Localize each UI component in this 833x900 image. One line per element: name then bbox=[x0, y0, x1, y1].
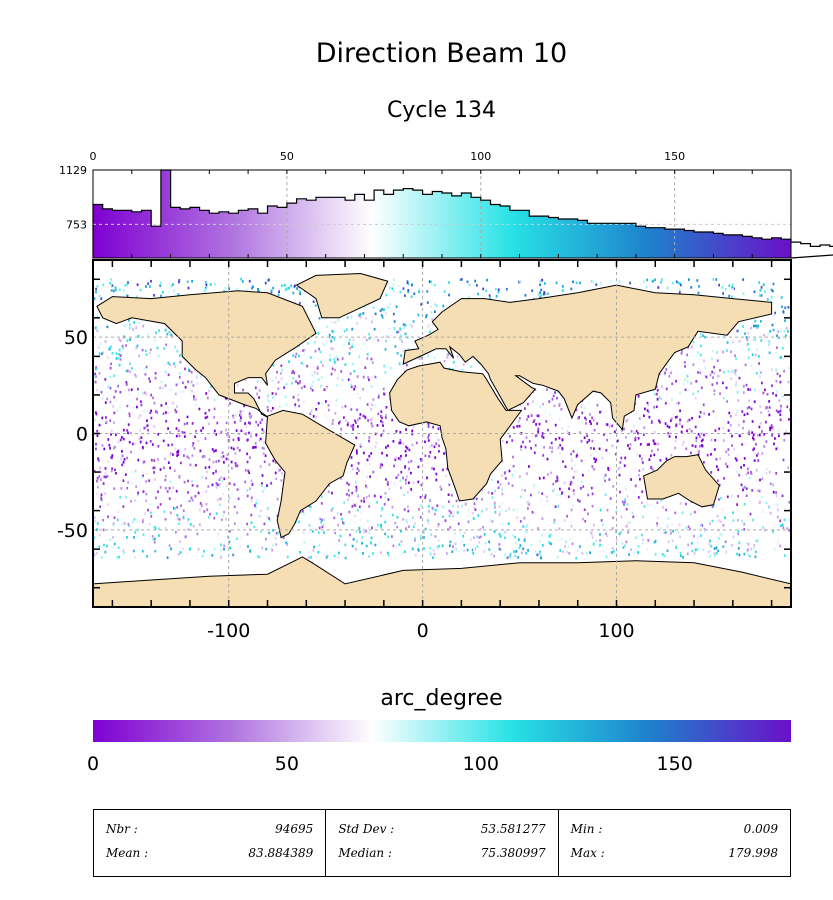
chart-title: Direction Beam 10 bbox=[315, 38, 568, 69]
histogram-x-tick-label: 100 bbox=[470, 150, 491, 163]
europe-asia-landmass bbox=[402, 284, 773, 431]
nbr-value: 94695 bbox=[275, 822, 314, 836]
mean-value: 83.884389 bbox=[248, 846, 314, 860]
land-masses bbox=[93, 272, 791, 607]
stats-cell-count: Nbr : 94695 Mean : 83.884389 bbox=[94, 810, 325, 876]
south-america-landmass bbox=[265, 409, 356, 539]
stats-cell-range: Min : 0.009 Max : 179.998 bbox=[557, 810, 790, 876]
colorbar-tick-label: 0 bbox=[87, 753, 99, 775]
greenland-landmass bbox=[295, 272, 389, 319]
median-value: 75.380997 bbox=[480, 846, 546, 860]
colorbar: 0 50 100 150 bbox=[87, 720, 791, 775]
histogram-panel: 0 50 100 150 753 1129 bbox=[59, 150, 833, 259]
max-value: 179.998 bbox=[728, 846, 778, 860]
histogram-y-tick-label: 753 bbox=[66, 218, 87, 231]
histogram-y-tick-label: 1129 bbox=[59, 164, 87, 177]
histogram-x-tick-label: 50 bbox=[280, 150, 294, 163]
min-value: 0.009 bbox=[743, 822, 778, 836]
median-label: Median : bbox=[338, 846, 392, 860]
std-value: 53.581277 bbox=[480, 822, 546, 836]
north-america-landmass bbox=[96, 290, 317, 419]
statistics-table: Nbr : 94695 Mean : 83.884389 Std Dev : 53.5… bbox=[93, 809, 791, 877]
colorbar-tick-label: 100 bbox=[463, 753, 499, 775]
histogram-x-tick-label: 0 bbox=[90, 150, 97, 163]
max-label: Max : bbox=[570, 846, 605, 860]
map-x-tick-label: 0 bbox=[417, 620, 429, 642]
histogram-x-tick-label: 150 bbox=[664, 150, 685, 163]
chart-subtitle: Cycle 134 bbox=[386, 98, 497, 123]
colorbar-gradient bbox=[93, 720, 791, 742]
colorbar-tick-label: 150 bbox=[657, 753, 693, 775]
std-label: Std Dev : bbox=[338, 822, 395, 836]
mean-label: Mean : bbox=[106, 846, 149, 860]
nbr-label: Nbr : bbox=[106, 822, 138, 836]
map-y-tick-label: 50 bbox=[64, 327, 88, 349]
antarctica-landmass bbox=[93, 556, 791, 607]
stats-cell-spread: Std Dev : 53.581277 Median : 75.380997 bbox=[325, 810, 557, 876]
colorbar-tick-label: 50 bbox=[275, 753, 299, 775]
histogram-outline bbox=[92, 169, 833, 259]
world-map-panel: -100 0 100 50 0 -50 bbox=[57, 259, 792, 642]
map-x-tick-label: -100 bbox=[207, 620, 250, 642]
map-x-tick-label: 100 bbox=[598, 620, 634, 642]
map-y-tick-label: 0 bbox=[76, 424, 88, 446]
colorbar-label: arc_degree bbox=[380, 686, 503, 711]
min-label: Min : bbox=[570, 822, 603, 836]
australia-landmass bbox=[643, 454, 720, 508]
africa-landmass bbox=[389, 361, 523, 502]
map-y-tick-label: -50 bbox=[57, 520, 88, 542]
